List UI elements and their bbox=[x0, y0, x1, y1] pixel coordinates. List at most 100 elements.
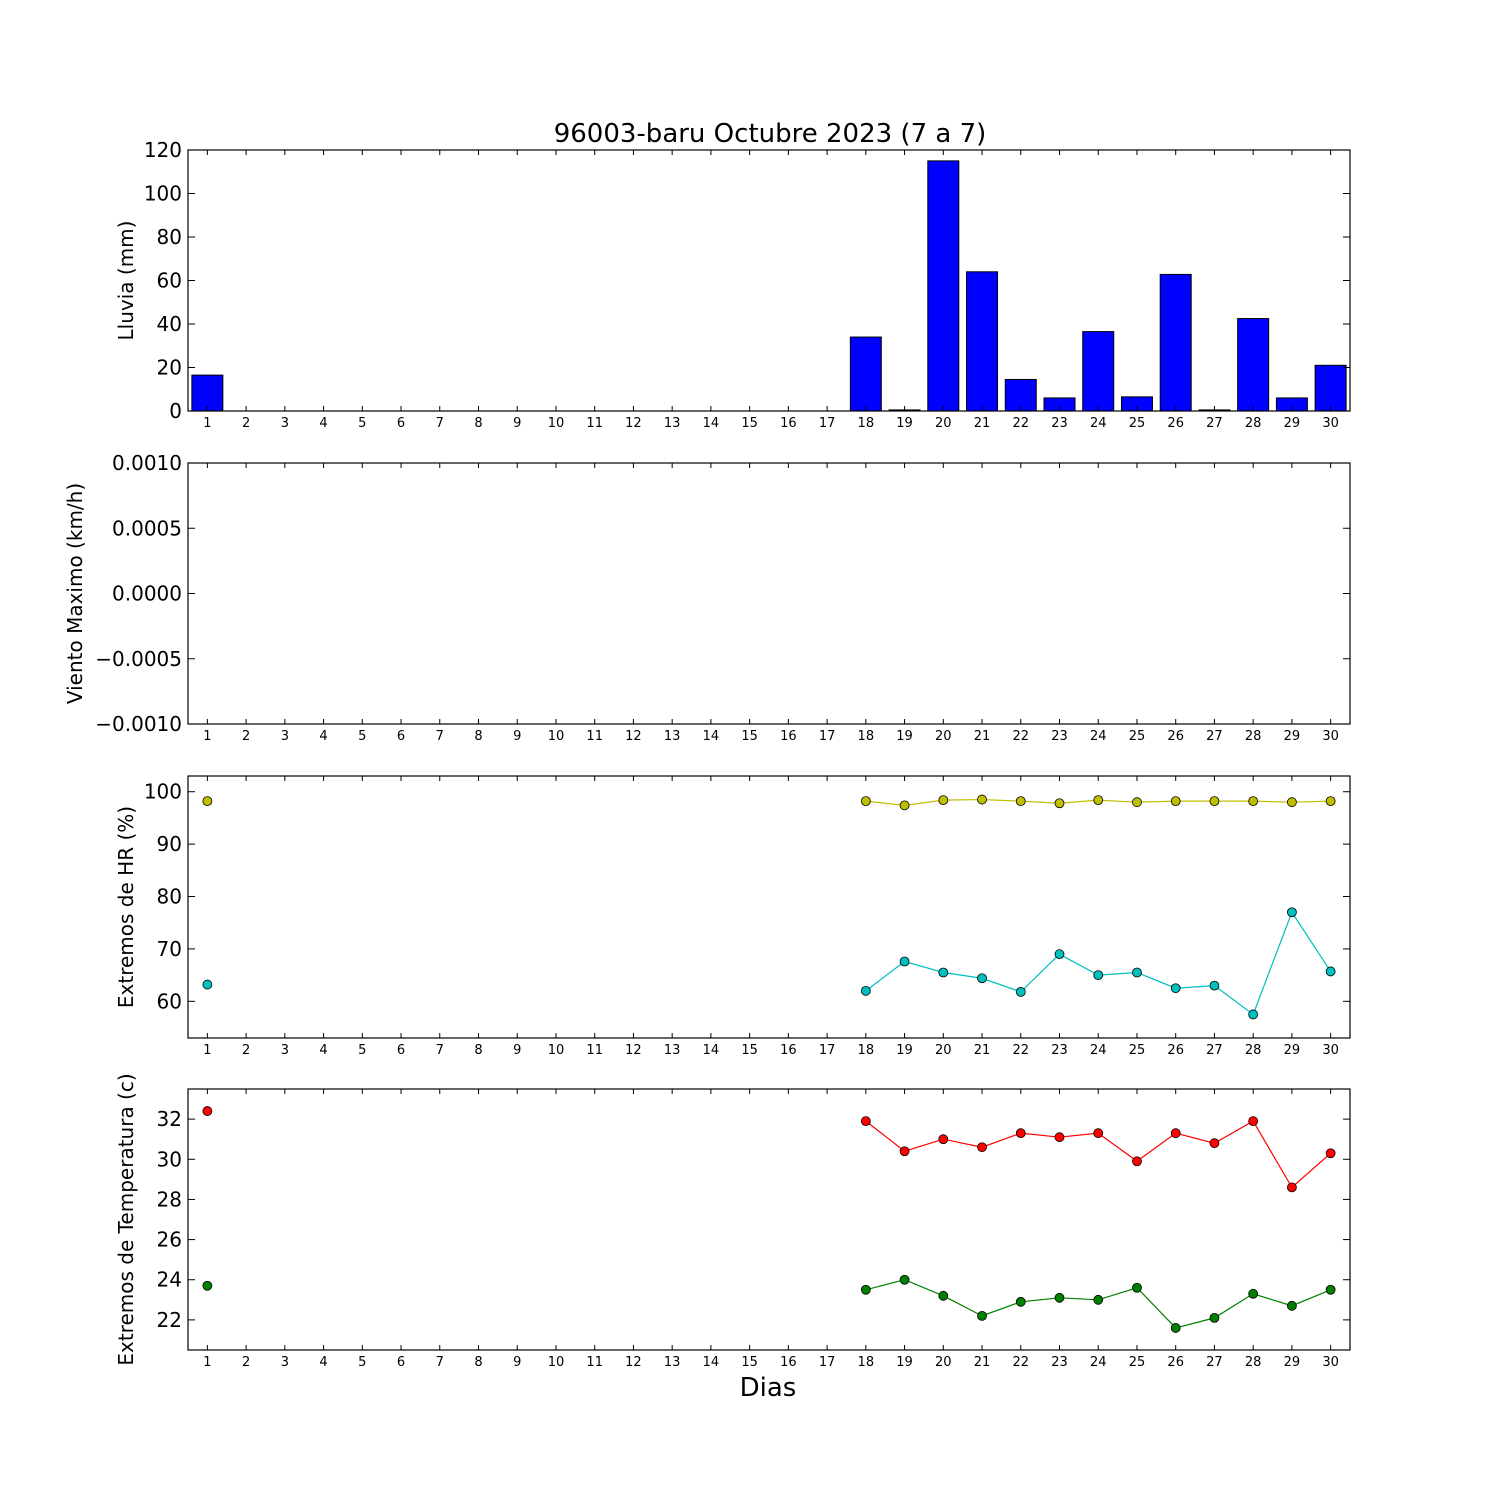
temp_max-point-day-26 bbox=[1170, 1128, 1181, 1139]
x-tick-label: 28 bbox=[1245, 416, 1262, 431]
x-tick-label: 12 bbox=[625, 729, 642, 744]
x-tick-label: 8 bbox=[474, 1355, 482, 1370]
x-tick-label: 29 bbox=[1284, 416, 1301, 431]
x-tick-label: 15 bbox=[741, 416, 758, 431]
hr_max-point-day-24 bbox=[1093, 795, 1104, 805]
x-tick-label: 26 bbox=[1167, 1043, 1184, 1058]
x-tick-label: 11 bbox=[586, 1355, 603, 1370]
hr_min-point-day-24 bbox=[1093, 970, 1104, 981]
hr_max-point-day-1 bbox=[202, 796, 213, 807]
x-tick-label: 17 bbox=[819, 729, 836, 744]
x-tick-label: 9 bbox=[513, 1355, 521, 1370]
y-tick-label: 20 bbox=[157, 356, 182, 380]
x-tick-label: 13 bbox=[664, 1355, 681, 1370]
y-tick-label: 0.0000 bbox=[112, 582, 182, 606]
x-tick-label: 6 bbox=[397, 729, 405, 744]
x-tick-label: 6 bbox=[397, 1355, 405, 1370]
hr_max-point-day-18 bbox=[860, 796, 871, 807]
hr_max-point-day-26 bbox=[1170, 796, 1181, 807]
x-tick-label: 4 bbox=[319, 1043, 327, 1058]
hr_max-point-day-27 bbox=[1209, 796, 1220, 807]
x-tick-label: 20 bbox=[935, 1043, 952, 1058]
temp_max-point-day-28 bbox=[1248, 1116, 1259, 1127]
hr_min-point-day-18 bbox=[860, 985, 871, 996]
rain-bar-day-24 bbox=[1082, 331, 1115, 412]
x-tick-label: 20 bbox=[935, 729, 952, 744]
x-tick-label: 5 bbox=[358, 1043, 366, 1058]
x-tick-label: 8 bbox=[474, 416, 482, 431]
x-tick-label: 17 bbox=[819, 416, 836, 431]
x-tick-label: 1 bbox=[203, 1355, 211, 1370]
hr_min-point-day-28 bbox=[1248, 1009, 1259, 1020]
hr_max-point-day-29 bbox=[1287, 797, 1297, 808]
hr_min-point-day-1 bbox=[202, 979, 213, 990]
x-tick-label: 22 bbox=[1012, 1355, 1029, 1370]
temp_min-point-day-19 bbox=[899, 1274, 910, 1285]
x-tick-label: 22 bbox=[1012, 729, 1029, 744]
temp_min-point-day-1 bbox=[202, 1280, 213, 1291]
temp_min-point-day-25 bbox=[1132, 1282, 1142, 1293]
temp_min-point-day-18 bbox=[860, 1284, 871, 1295]
x-tick-label: 4 bbox=[319, 1355, 327, 1370]
x-tick-label: 9 bbox=[513, 416, 521, 431]
x-tick-label: 19 bbox=[896, 1355, 913, 1370]
x-tick-label: 12 bbox=[625, 416, 642, 431]
x-tick-label: 27 bbox=[1206, 416, 1223, 431]
x-tick-label: 2 bbox=[242, 1355, 250, 1370]
x-tick-label: 28 bbox=[1245, 1043, 1262, 1058]
hr_min-point-day-30 bbox=[1325, 966, 1336, 977]
x-tick-label: 7 bbox=[436, 1043, 444, 1058]
hr_min-point-day-27 bbox=[1209, 980, 1220, 991]
temp_max-point-day-20 bbox=[938, 1134, 949, 1145]
rain-bar-day-30 bbox=[1314, 364, 1347, 412]
panel-frame bbox=[187, 462, 1351, 725]
hr_min-point-day-26 bbox=[1170, 983, 1181, 994]
temp_min-point-day-21 bbox=[977, 1310, 987, 1321]
x-tick-label: 26 bbox=[1167, 416, 1184, 431]
x-tick-label: 10 bbox=[548, 1355, 565, 1370]
temp_max-point-day-25 bbox=[1132, 1156, 1142, 1167]
x-tick-label: 11 bbox=[586, 729, 603, 744]
temp_min-point-day-20 bbox=[938, 1290, 949, 1301]
x-tick-label: 21 bbox=[974, 1043, 991, 1058]
x-tick-label: 3 bbox=[281, 729, 289, 744]
y-tick-label: 0.0010 bbox=[112, 451, 182, 475]
x-tick-label: 8 bbox=[474, 729, 482, 744]
x-tick-label: 21 bbox=[974, 416, 991, 431]
temp_min-point-day-29 bbox=[1287, 1300, 1297, 1311]
x-tick-label: 13 bbox=[664, 729, 681, 744]
x-tick-label: 28 bbox=[1245, 729, 1262, 744]
hr_min-point-day-22 bbox=[1015, 986, 1026, 997]
x-tick-label: 25 bbox=[1129, 1355, 1146, 1370]
y-axis-label: Viento Maximo (km/h) bbox=[63, 483, 87, 704]
x-tick-label: 16 bbox=[780, 1043, 797, 1058]
x-tick-label: 11 bbox=[586, 416, 603, 431]
x-tick-label: 30 bbox=[1322, 416, 1339, 431]
temp_max-point-day-18 bbox=[860, 1116, 871, 1127]
hr_min-point-day-25 bbox=[1132, 967, 1142, 978]
x-tick-label: 12 bbox=[625, 1355, 642, 1370]
x-tick-label: 18 bbox=[858, 729, 875, 744]
x-tick-label: 20 bbox=[935, 1355, 952, 1370]
hr_min-point-day-23 bbox=[1054, 949, 1065, 960]
x-tick-label: 2 bbox=[242, 729, 250, 744]
rain-bar-day-21 bbox=[966, 271, 999, 412]
x-tick-label: 9 bbox=[513, 729, 521, 744]
panels: 1 2 3 4 5 6 7 8 9 10 11 12 13 14 15 16 17 18 19 20 21 22 23 24 2… bbox=[63, 138, 1351, 1370]
temp_min-point-day-23 bbox=[1054, 1292, 1065, 1303]
x-tick-label: 8 bbox=[474, 1043, 482, 1058]
x-tick-label: 16 bbox=[780, 416, 797, 431]
x-tick-label: 3 bbox=[281, 1355, 289, 1370]
x-tick-label: 23 bbox=[1051, 729, 1068, 744]
y-tick-label: 100 bbox=[144, 780, 182, 804]
x-tick-label: 22 bbox=[1012, 1043, 1029, 1058]
y-tick-label: 22 bbox=[157, 1308, 182, 1332]
temp_min-point-day-28 bbox=[1248, 1288, 1259, 1299]
temp_max-point-day-24 bbox=[1093, 1128, 1104, 1139]
y-tick-label: −0.0005 bbox=[95, 647, 182, 671]
x-tick-label: 22 bbox=[1012, 416, 1029, 431]
x-tick-label: 29 bbox=[1284, 1043, 1301, 1058]
rain-bar-day-20 bbox=[927, 160, 960, 412]
panel-1: 1 2 3 4 5 6 7 8 9 10 11 12 13 14 15 16 17 18 19 20 21 22 23 24 2… bbox=[114, 138, 1351, 431]
hr_max-point-day-21 bbox=[977, 794, 987, 805]
